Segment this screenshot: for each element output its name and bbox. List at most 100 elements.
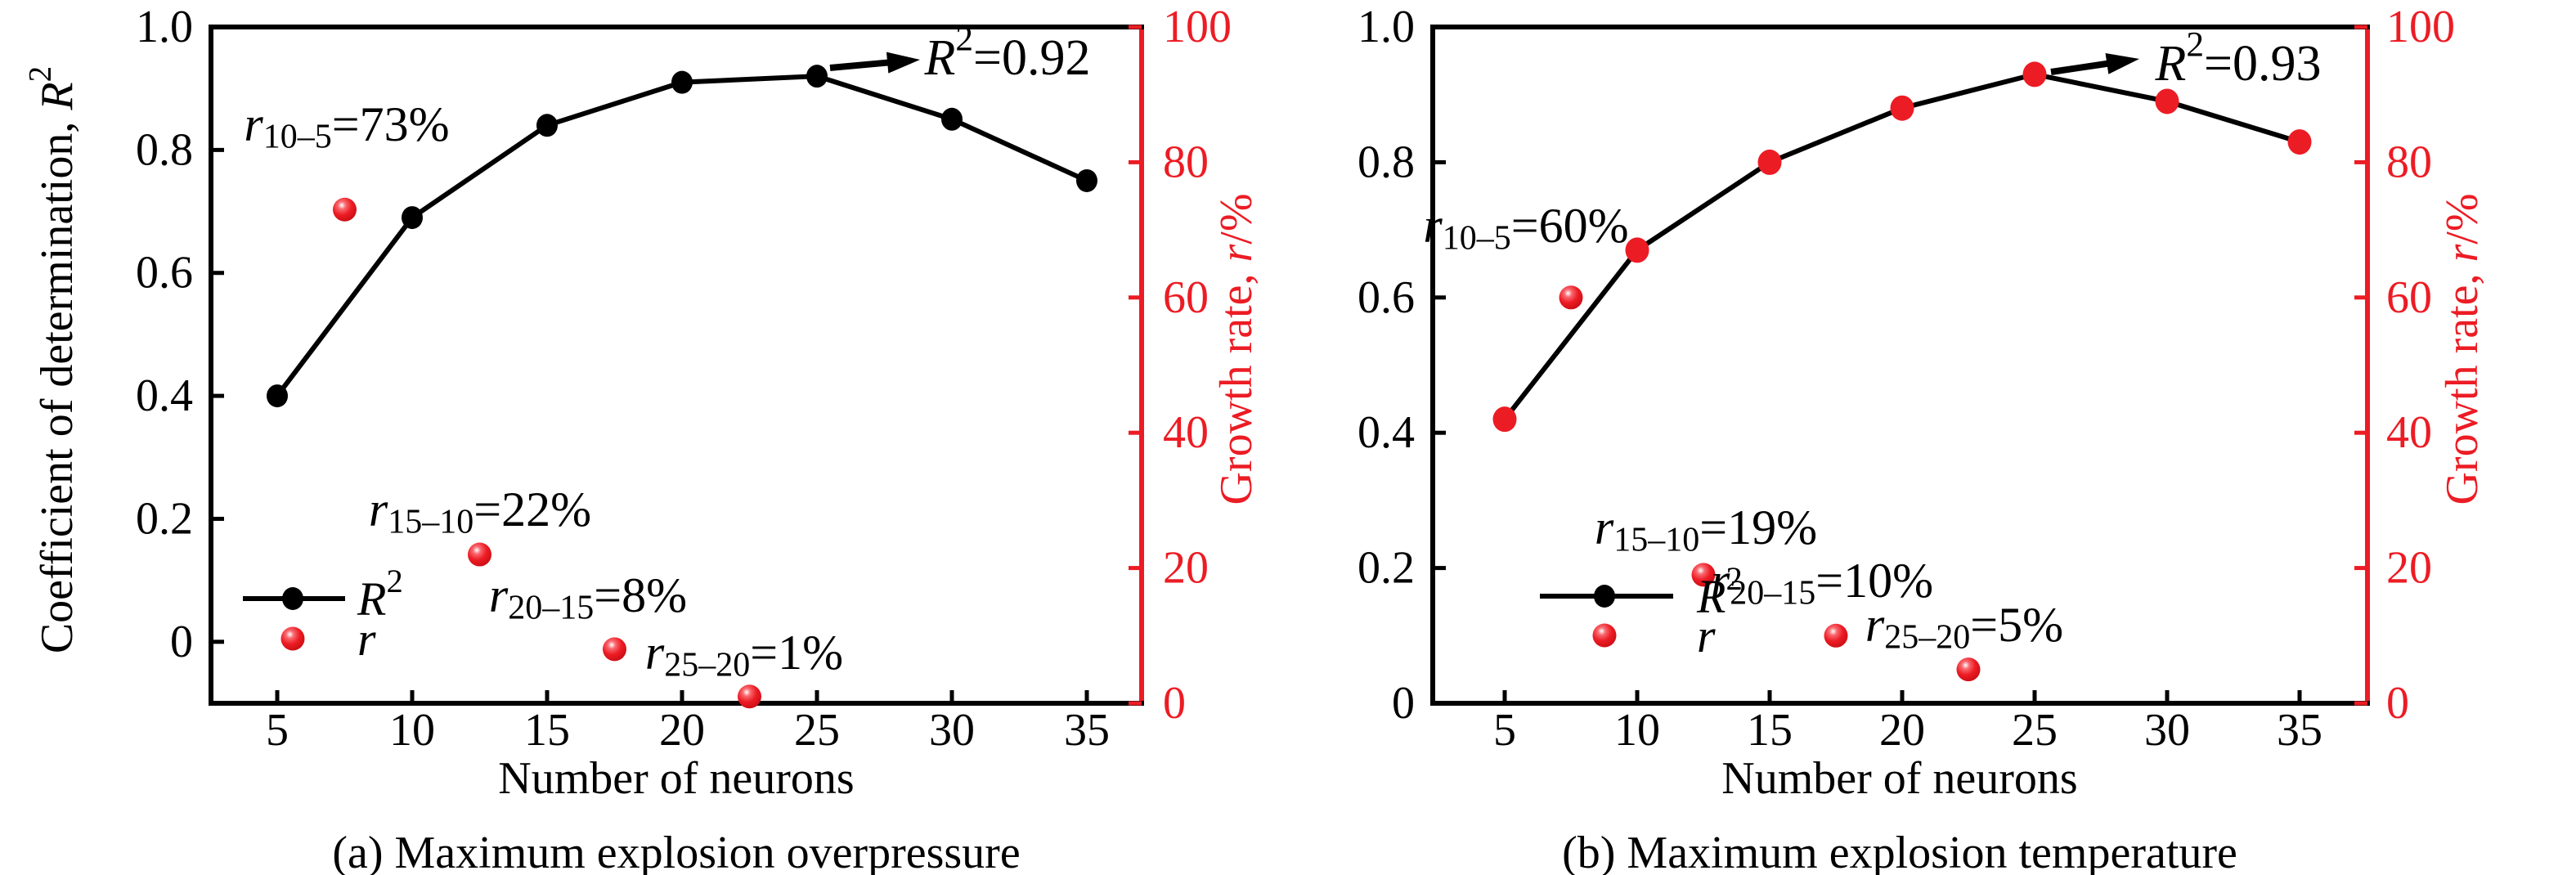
- r2-callout-text: R2=0.93: [2154, 25, 2321, 92]
- growth-rate-annotation: r15–10=19%: [1595, 500, 1817, 559]
- y-left-tick-label: 0.2: [1358, 543, 1415, 594]
- panel-b: 5 10 15 20 25 30 351.00.80.60.40.2010080604020…: [1358, 2, 2488, 875]
- text-part: r: [244, 97, 263, 151]
- text-part: 20: [659, 705, 705, 756]
- text-part: 10–5: [1443, 220, 1511, 258]
- growth-rate-annotation: r25–20=5%: [1865, 598, 2063, 657]
- text-part: R: [357, 572, 386, 626]
- text-part: =5%: [1970, 598, 2063, 652]
- y-right-tick-label: 0: [2386, 678, 2409, 729]
- text-part: r: [1211, 245, 1262, 262]
- growth-rate-data-point: [1691, 563, 1716, 587]
- growth-rate-annotation: r25–20=1%: [645, 626, 843, 684]
- legend-r2-label: R2: [1696, 559, 1743, 622]
- r2-callout-text: R2=0.92: [923, 19, 1090, 86]
- text-part: 2: [2186, 25, 2204, 64]
- y-left-tick-label: 0.8: [1358, 137, 1415, 187]
- text-part: R: [32, 82, 83, 110]
- x-tick-label: 30: [929, 705, 975, 756]
- text-part: 0: [1392, 678, 1415, 729]
- y-left-tick-label: 0: [170, 617, 193, 667]
- growth-rate-data-point: [468, 542, 491, 567]
- text-part: 0: [170, 617, 193, 667]
- growth-rate-annotation: r10–5=73%: [244, 97, 449, 156]
- growth-rate-data-point: [1824, 623, 1848, 648]
- legend: R2r: [243, 562, 403, 666]
- text-part: =8%: [594, 568, 687, 622]
- text-part: R: [923, 30, 955, 86]
- text-part: 2: [22, 66, 57, 83]
- x-tick-label: 35: [1064, 705, 1110, 756]
- growth-rate-data-point: [1956, 657, 1981, 682]
- text-part: 80: [2386, 137, 2432, 187]
- text-part: 20: [2386, 543, 2432, 594]
- text-part: =73%: [332, 97, 450, 151]
- callout-arrow-head: [886, 52, 920, 74]
- r2-data-point: [1076, 168, 1097, 192]
- text-part: =60%: [1511, 199, 1629, 253]
- y-right-tick-label: 100: [1163, 2, 1232, 52]
- panel-caption: (a) Maximum explosion overpressure: [332, 828, 1020, 875]
- y-right-tick-label: 20: [1163, 543, 1209, 594]
- text-part: r: [357, 612, 376, 666]
- y-left-tick-label: 0: [1392, 678, 1415, 729]
- y-left-tick-label: 1.0: [136, 2, 193, 52]
- legend: R2r: [1540, 559, 1743, 662]
- r2-data-point: [671, 70, 693, 94]
- text-part: /%: [2437, 193, 2488, 244]
- x-tick-label: 10: [389, 705, 435, 756]
- y-right-tick-label: 40: [2386, 407, 2432, 458]
- text-part: 15–10: [388, 504, 473, 541]
- text-part: r: [369, 482, 388, 536]
- y-right-tick-label: 80: [2386, 137, 2432, 187]
- text-part: 80: [1163, 137, 1209, 187]
- growth-rate-data-point: [603, 637, 626, 662]
- growth-rate-annotation: r10–5=60%: [1423, 199, 1628, 258]
- y-right-tick-label: 60: [1163, 272, 1209, 323]
- y-right-tick-label: 20: [2386, 543, 2432, 594]
- y-left-tick-label: 0.2: [136, 493, 193, 544]
- legend-r-marker: [1592, 623, 1617, 648]
- x-tick-label: 15: [524, 705, 570, 756]
- text-part: 0.2: [1358, 543, 1415, 594]
- text-part: 0.4: [136, 370, 193, 421]
- text-part: 0.8: [136, 124, 193, 175]
- x-tick-label: 35: [2277, 705, 2322, 756]
- text-part: r: [1697, 609, 1716, 662]
- y-left-tick-label: 0.6: [136, 248, 193, 298]
- x-tick-label: 15: [1747, 705, 1793, 756]
- x-tick-label: 25: [794, 705, 840, 756]
- text-part: 1.0: [1358, 2, 1415, 52]
- y-right-tick-label: 80: [1163, 137, 1209, 187]
- text-part: 0.2: [136, 493, 193, 544]
- r2-callout: R2=0.93: [2050, 25, 2322, 92]
- text-part: r: [645, 626, 665, 680]
- text-part: R: [1696, 570, 1726, 623]
- text-part: r: [1423, 199, 1443, 253]
- text-part: 10: [389, 705, 435, 756]
- text-part: 10–5: [263, 119, 332, 156]
- y-axis-right-title: Growth rate, r/%: [2437, 193, 2488, 505]
- text-part: 1.0: [136, 2, 193, 52]
- r2-data-point: [267, 384, 288, 408]
- text-part: 2: [1726, 559, 1742, 596]
- text-part: 60: [2386, 272, 2432, 323]
- text-part: (b) Maximum explosion temperature: [1562, 828, 2237, 875]
- r2-data-point: [2155, 88, 2179, 114]
- text-part: 25: [794, 705, 840, 756]
- text-part: 0.6: [1358, 272, 1415, 323]
- text-part: /%: [1211, 193, 1262, 244]
- growth-rate-annotation: r15–10=22%: [369, 482, 591, 541]
- text-part: r: [1865, 598, 1885, 652]
- text-part: =0.93: [2204, 36, 2321, 92]
- y-right-tick-label: 60: [2386, 272, 2432, 323]
- text-part: 25–20: [664, 647, 750, 684]
- x-tick-label: 20: [659, 705, 705, 756]
- text-part: 20–15: [508, 590, 594, 627]
- r2-data-point: [536, 114, 558, 137]
- text-part: 40: [1163, 407, 1209, 458]
- legend-r2-label: R2: [357, 562, 403, 625]
- callout-arrow-line: [829, 59, 893, 71]
- text-part: 20–15: [1730, 575, 1815, 612]
